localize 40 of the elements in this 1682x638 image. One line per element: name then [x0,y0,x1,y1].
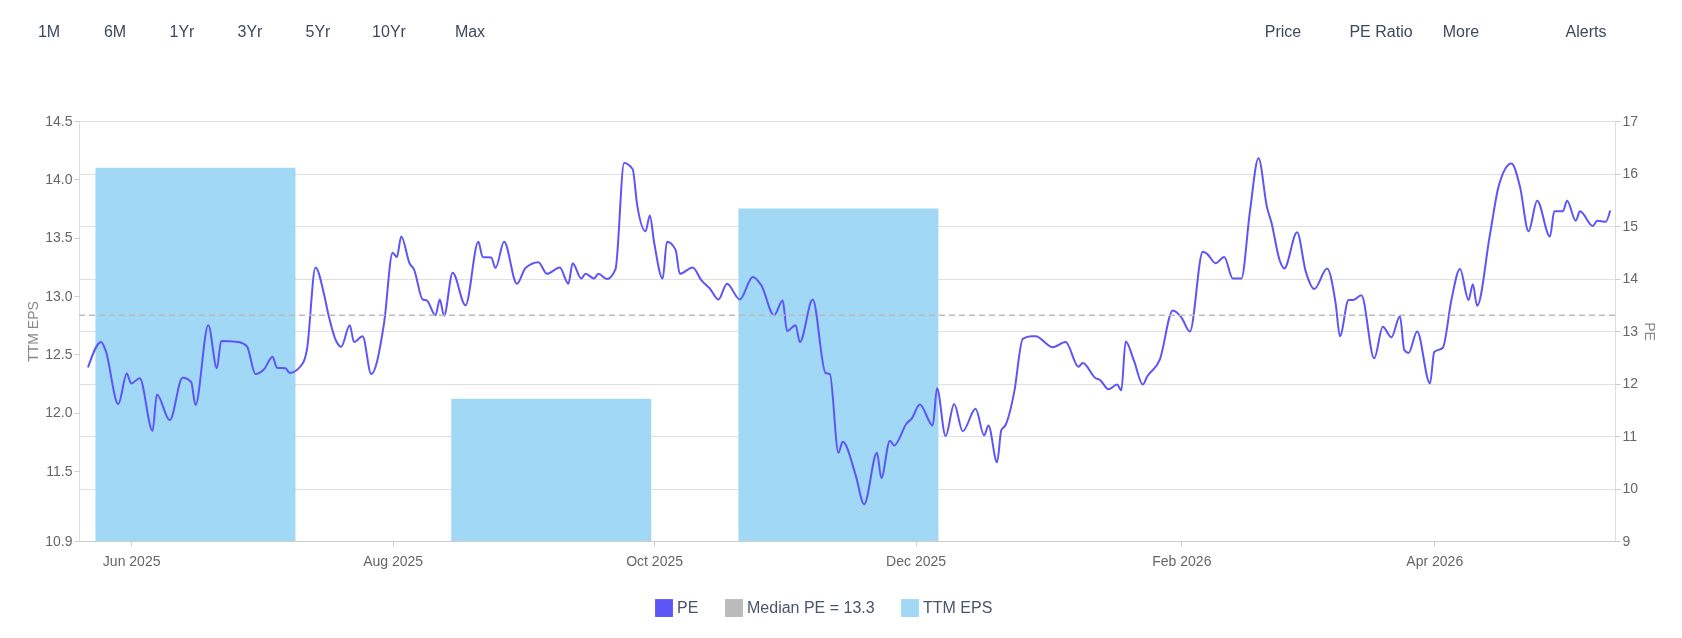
text: More [1442,23,1480,40]
text: 1M [37,23,61,40]
text: 6M [103,23,127,40]
y2-tick-label: 10 [1622,480,1639,496]
text: Max [454,23,486,40]
text: Price [1264,23,1302,40]
y-tick-label: 13.5 [45,229,73,246]
y2-tick-label: 12 [1622,375,1639,391]
y2-tick-label: 15 [1622,217,1639,234]
x-tick-label: Aug 2025 [363,552,424,569]
text: 3Yr [237,23,264,40]
text: PE Ratio [1349,23,1413,40]
y2-tick-label: 13 [1622,322,1639,339]
y-tick-label: 14.0 [45,170,73,187]
y2-tick-label: 11 [1622,427,1638,444]
line-series [87,157,1611,506]
y2-axis-title: PE [1642,322,1659,341]
y-tick-label: 12.5 [45,345,73,362]
x-tick-label: Apr 2026 [1406,552,1464,569]
y-tick-label: 13.0 [45,287,73,304]
y-tick-label: 14.5 [45,112,73,129]
y2-tick-label: 14 [1622,270,1639,286]
y-tick-label: 11.5 [46,462,73,479]
legend-label: PE [677,599,699,617]
y2-tick-label: 17 [1622,112,1639,129]
text: 1Yr [169,23,196,40]
text: 5Yr [305,23,332,40]
y-tick-label: 10.9 [45,532,73,549]
y2-tick-label: 16 [1622,165,1639,181]
x-tick-label: Oct 2025 [626,552,684,569]
x-tick-label: Feb 2026 [1152,552,1212,569]
text: 10Yr [372,23,407,40]
y-tick-label: 12.0 [45,404,73,421]
x-tick-label: Dec 2025 [886,552,947,569]
x-tick-label: Jun 2025 [102,552,161,569]
text: Alerts [1565,23,1607,40]
y2-tick-label: 9 [1622,532,1631,549]
legend-label: Median PE = 13.3 [747,599,875,617]
y-axis-title: TTM EPS [25,301,42,362]
legend-label: TTM EPS [923,599,993,617]
